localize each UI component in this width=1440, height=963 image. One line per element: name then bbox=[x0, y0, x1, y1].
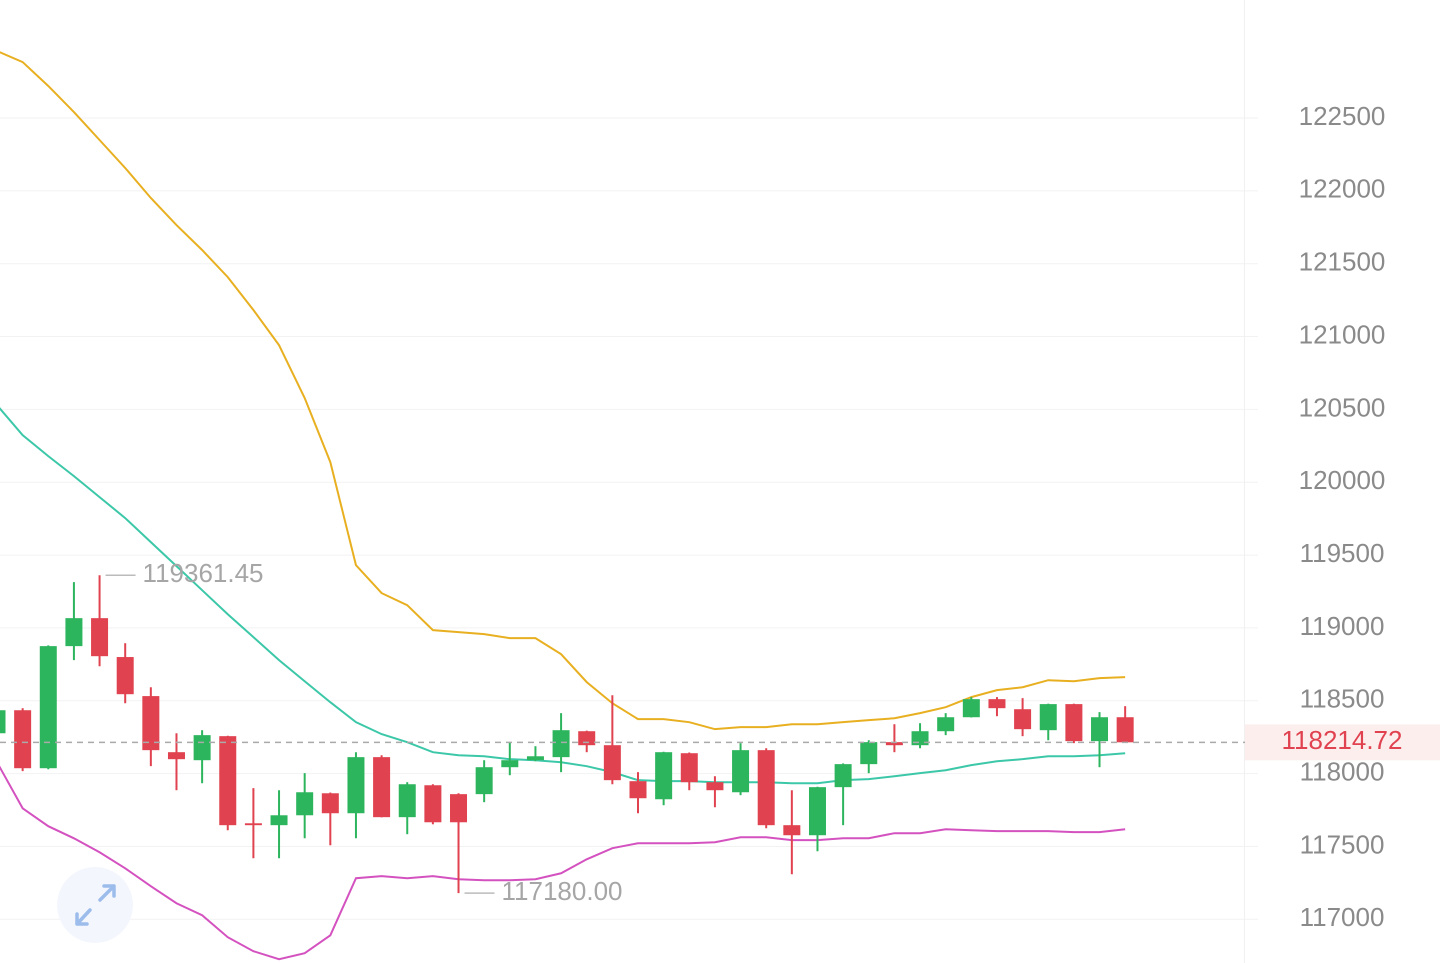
candle-body bbox=[116, 657, 134, 695]
y-tick-label: 120000 bbox=[1299, 465, 1386, 495]
candle-body bbox=[860, 742, 878, 765]
axis-divider bbox=[1244, 0, 1245, 963]
y-tick-label: 119000 bbox=[1300, 611, 1385, 641]
y-tick-label: 122000 bbox=[1299, 174, 1386, 204]
last-price-badge bbox=[1245, 724, 1440, 761]
candle-body bbox=[885, 742, 903, 746]
candle-body bbox=[321, 793, 339, 814]
band-line bbox=[0, 765, 1126, 961]
candle-body bbox=[475, 767, 493, 795]
plot-area: 119361.45 117180.00 bbox=[0, 51, 1245, 961]
candle-body bbox=[603, 745, 621, 781]
candle-body bbox=[732, 750, 750, 793]
y-tick-label: 118000 bbox=[1300, 756, 1385, 786]
y-tick-label: 117500 bbox=[1300, 829, 1385, 859]
candle-body bbox=[808, 787, 826, 836]
y-tick-label: 121500 bbox=[1299, 247, 1386, 277]
grid bbox=[0, 117, 1258, 920]
band-line bbox=[0, 407, 1126, 785]
candle-body bbox=[937, 717, 955, 732]
candle-body bbox=[167, 752, 185, 760]
y-tick-label: 122500 bbox=[1299, 101, 1386, 131]
candle-body bbox=[680, 753, 698, 783]
candle-body bbox=[347, 757, 365, 814]
candle-body bbox=[501, 760, 519, 768]
candle-body bbox=[373, 757, 391, 818]
band-line bbox=[0, 51, 1126, 731]
candle-body bbox=[1039, 704, 1057, 731]
candle-body bbox=[988, 699, 1006, 709]
candle-body bbox=[398, 784, 416, 818]
candle-body bbox=[1091, 717, 1109, 742]
candle-body bbox=[911, 731, 929, 746]
candle-body bbox=[1014, 709, 1032, 730]
candle-body bbox=[193, 735, 211, 761]
candle-body bbox=[578, 731, 596, 746]
candle-body bbox=[39, 646, 57, 769]
y-tick-label: 118500 bbox=[1300, 684, 1385, 714]
candle-body bbox=[834, 764, 852, 788]
candle-body bbox=[962, 699, 980, 718]
candle-body bbox=[450, 794, 468, 823]
candle-body bbox=[783, 825, 801, 836]
candle-body bbox=[629, 781, 647, 799]
candle-body bbox=[219, 736, 237, 826]
y-tick-label: 121000 bbox=[1299, 319, 1386, 349]
y-tick-label: 117000 bbox=[1300, 902, 1385, 932]
candle-body bbox=[296, 792, 314, 816]
candle-body bbox=[1065, 704, 1083, 742]
candle-body bbox=[526, 756, 544, 761]
y-tick-label: 120500 bbox=[1299, 392, 1386, 422]
candle-body bbox=[91, 618, 109, 657]
candle-body bbox=[65, 618, 83, 647]
candle-body bbox=[655, 752, 673, 800]
candle-body bbox=[552, 730, 570, 758]
annotation-label: 119361.45 bbox=[143, 558, 264, 588]
annotation-label: 117180.00 bbox=[502, 876, 623, 906]
y-axis: 117000 117500 118000 118500 119000 119500 1200… bbox=[1245, 101, 1440, 932]
candle-body bbox=[757, 750, 775, 826]
candle-body bbox=[0, 710, 6, 734]
candle-body bbox=[706, 782, 724, 791]
candle-body bbox=[1116, 717, 1134, 743]
last-price-label: 118214.72 bbox=[1282, 725, 1403, 755]
candle-body bbox=[424, 785, 442, 823]
expand-button[interactable] bbox=[57, 867, 133, 943]
candle-body bbox=[270, 815, 288, 826]
candle-body bbox=[142, 696, 160, 751]
candle-body bbox=[244, 823, 262, 826]
candle-body bbox=[14, 710, 32, 769]
y-tick-label: 119500 bbox=[1300, 538, 1385, 568]
